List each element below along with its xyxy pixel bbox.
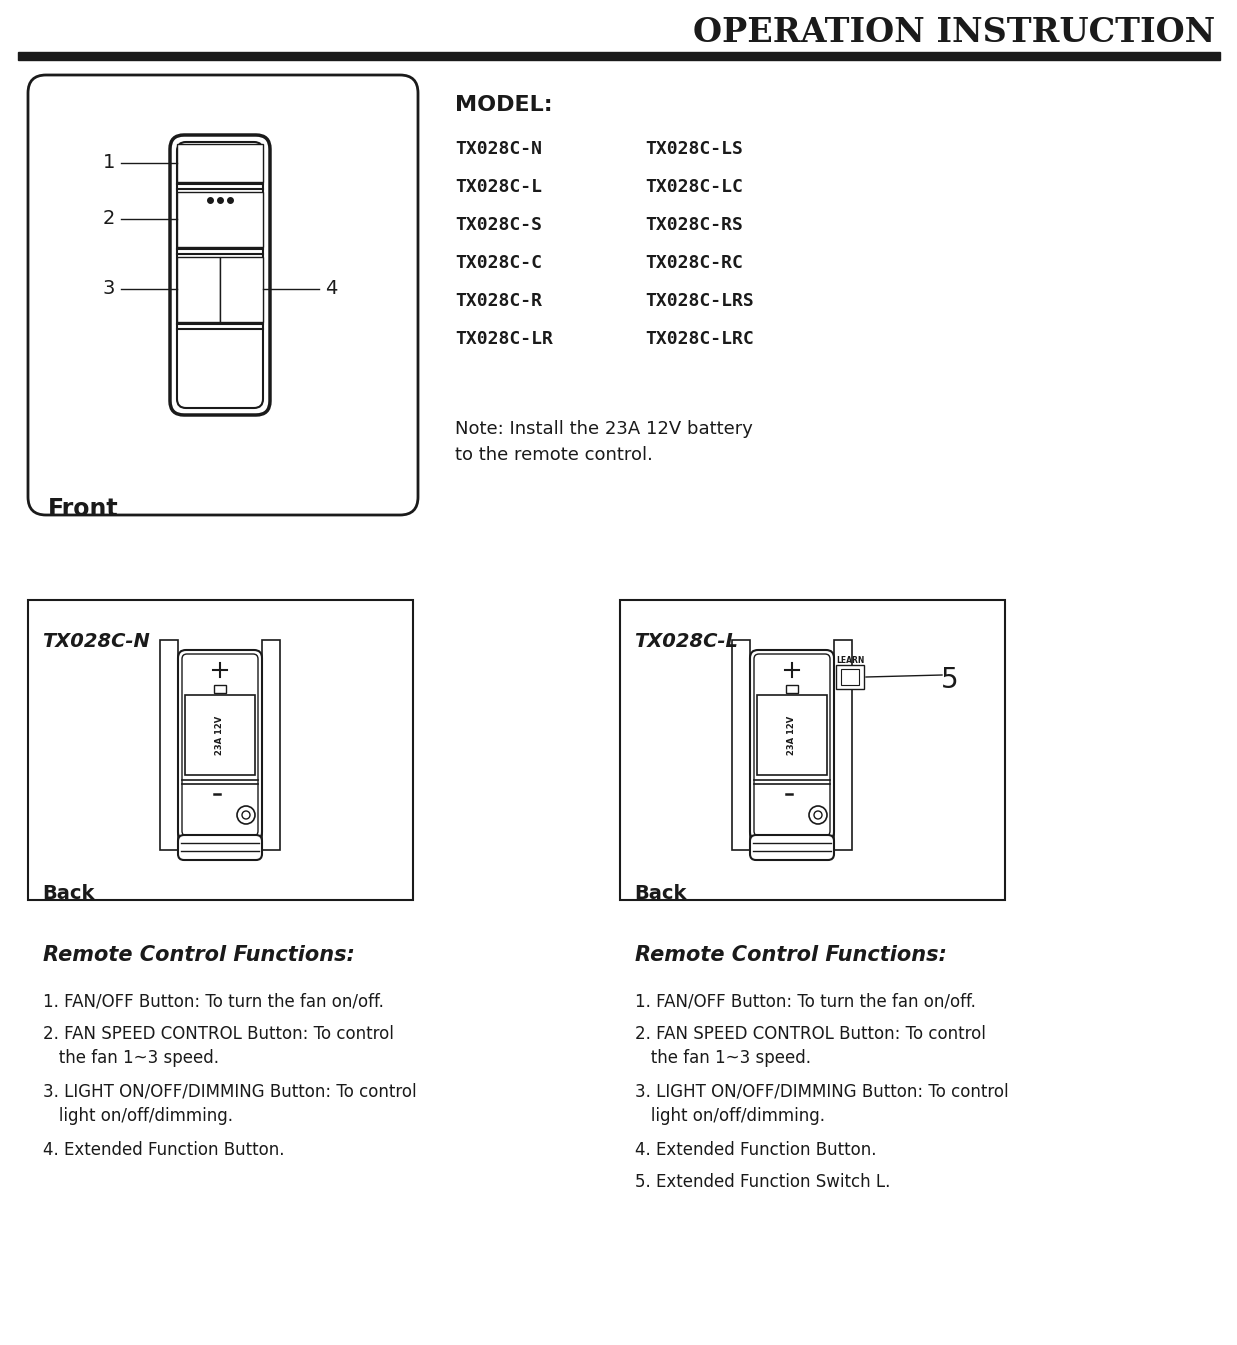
Text: 3. LIGHT ON/OFF/DIMMING Button: To control
   light on/off/dimming.: 3. LIGHT ON/OFF/DIMMING Button: To contr… <box>635 1083 1008 1126</box>
Text: 5. Extended Function Switch L.: 5. Extended Function Switch L. <box>635 1173 891 1192</box>
Bar <box>262 640 280 850</box>
Bar <box>177 257 220 321</box>
Text: Back: Back <box>635 884 687 902</box>
Text: Remote Control Functions:: Remote Control Functions: <box>635 946 946 964</box>
Text: 1: 1 <box>103 153 115 172</box>
FancyBboxPatch shape <box>182 654 259 837</box>
Text: 4. Extended Function Button.: 4. Extended Function Button. <box>635 1141 877 1159</box>
Text: TX028C-L: TX028C-L <box>635 632 738 651</box>
Text: Front: Front <box>48 498 119 521</box>
Bar <box>757 695 828 775</box>
Bar <box>186 695 255 775</box>
Text: Back: Back <box>42 884 94 902</box>
Circle shape <box>238 806 255 824</box>
Text: Remote Control Functions:: Remote Control Functions: <box>43 946 355 964</box>
Bar <box>785 685 798 693</box>
FancyBboxPatch shape <box>178 650 262 841</box>
Text: TX028C-LRS: TX028C-LRS <box>644 292 753 309</box>
Circle shape <box>809 806 828 824</box>
FancyBboxPatch shape <box>178 835 262 859</box>
Bar <box>220 257 263 321</box>
Text: 23A 12V: 23A 12V <box>788 716 797 755</box>
Text: 5: 5 <box>941 666 959 694</box>
Bar <box>732 640 750 850</box>
Text: 2. FAN SPEED CONTROL Button: To control
   the fan 1~3 speed.: 2. FAN SPEED CONTROL Button: To control … <box>43 1025 393 1068</box>
Text: TX028C-R: TX028C-R <box>455 292 542 309</box>
Text: TX028C-L: TX028C-L <box>455 178 542 196</box>
Text: Note: Install the 23A 12V battery
to the remote control.: Note: Install the 23A 12V battery to the… <box>455 420 753 464</box>
FancyBboxPatch shape <box>28 75 418 515</box>
Text: TX028C-N: TX028C-N <box>455 140 542 157</box>
Text: TX028C-LR: TX028C-LR <box>455 330 553 348</box>
Text: TX028C-N: TX028C-N <box>42 632 150 651</box>
Bar <box>214 685 226 693</box>
Text: 1. FAN/OFF Button: To turn the fan on/off.: 1. FAN/OFF Button: To turn the fan on/of… <box>43 993 383 1011</box>
Bar <box>620 600 1004 900</box>
Bar <box>836 664 863 689</box>
Text: TX028C-RC: TX028C-RC <box>644 254 743 272</box>
Bar <box>177 192 263 247</box>
Text: LEARN: LEARN <box>836 656 865 664</box>
FancyBboxPatch shape <box>755 654 830 837</box>
Bar <box>841 668 858 685</box>
Text: TX028C-C: TX028C-C <box>455 254 542 272</box>
Text: 23A 12V: 23A 12V <box>215 716 224 755</box>
FancyBboxPatch shape <box>750 650 834 841</box>
Text: TX028C-LC: TX028C-LC <box>644 178 743 196</box>
Bar <box>177 144 263 182</box>
Bar <box>834 640 852 850</box>
Text: 1. FAN/OFF Button: To turn the fan on/off.: 1. FAN/OFF Button: To turn the fan on/of… <box>635 993 976 1011</box>
FancyBboxPatch shape <box>177 143 263 408</box>
Circle shape <box>814 811 823 819</box>
Text: 3. LIGHT ON/OFF/DIMMING Button: To control
   light on/off/dimming.: 3. LIGHT ON/OFF/DIMMING Button: To contr… <box>43 1083 417 1126</box>
FancyBboxPatch shape <box>169 134 270 416</box>
Circle shape <box>242 811 250 819</box>
Text: 2. FAN SPEED CONTROL Button: To control
   the fan 1~3 speed.: 2. FAN SPEED CONTROL Button: To control … <box>635 1025 986 1068</box>
Text: TX028C-LRC: TX028C-LRC <box>644 330 753 348</box>
Bar <box>19 52 1220 61</box>
Text: 2: 2 <box>103 210 115 229</box>
Text: OPERATION INSTRUCTION: OPERATION INSTRUCTION <box>693 16 1215 48</box>
FancyBboxPatch shape <box>750 835 834 859</box>
Bar <box>160 640 178 850</box>
Text: TX028C-RS: TX028C-RS <box>644 217 743 234</box>
Text: 4: 4 <box>325 280 338 299</box>
Text: MODEL:: MODEL: <box>455 95 553 116</box>
Bar <box>28 600 413 900</box>
Text: 3: 3 <box>103 280 115 299</box>
Text: TX028C-S: TX028C-S <box>455 217 542 234</box>
Text: TX028C-LS: TX028C-LS <box>644 140 743 157</box>
Text: 4. Extended Function Button.: 4. Extended Function Button. <box>43 1141 285 1159</box>
